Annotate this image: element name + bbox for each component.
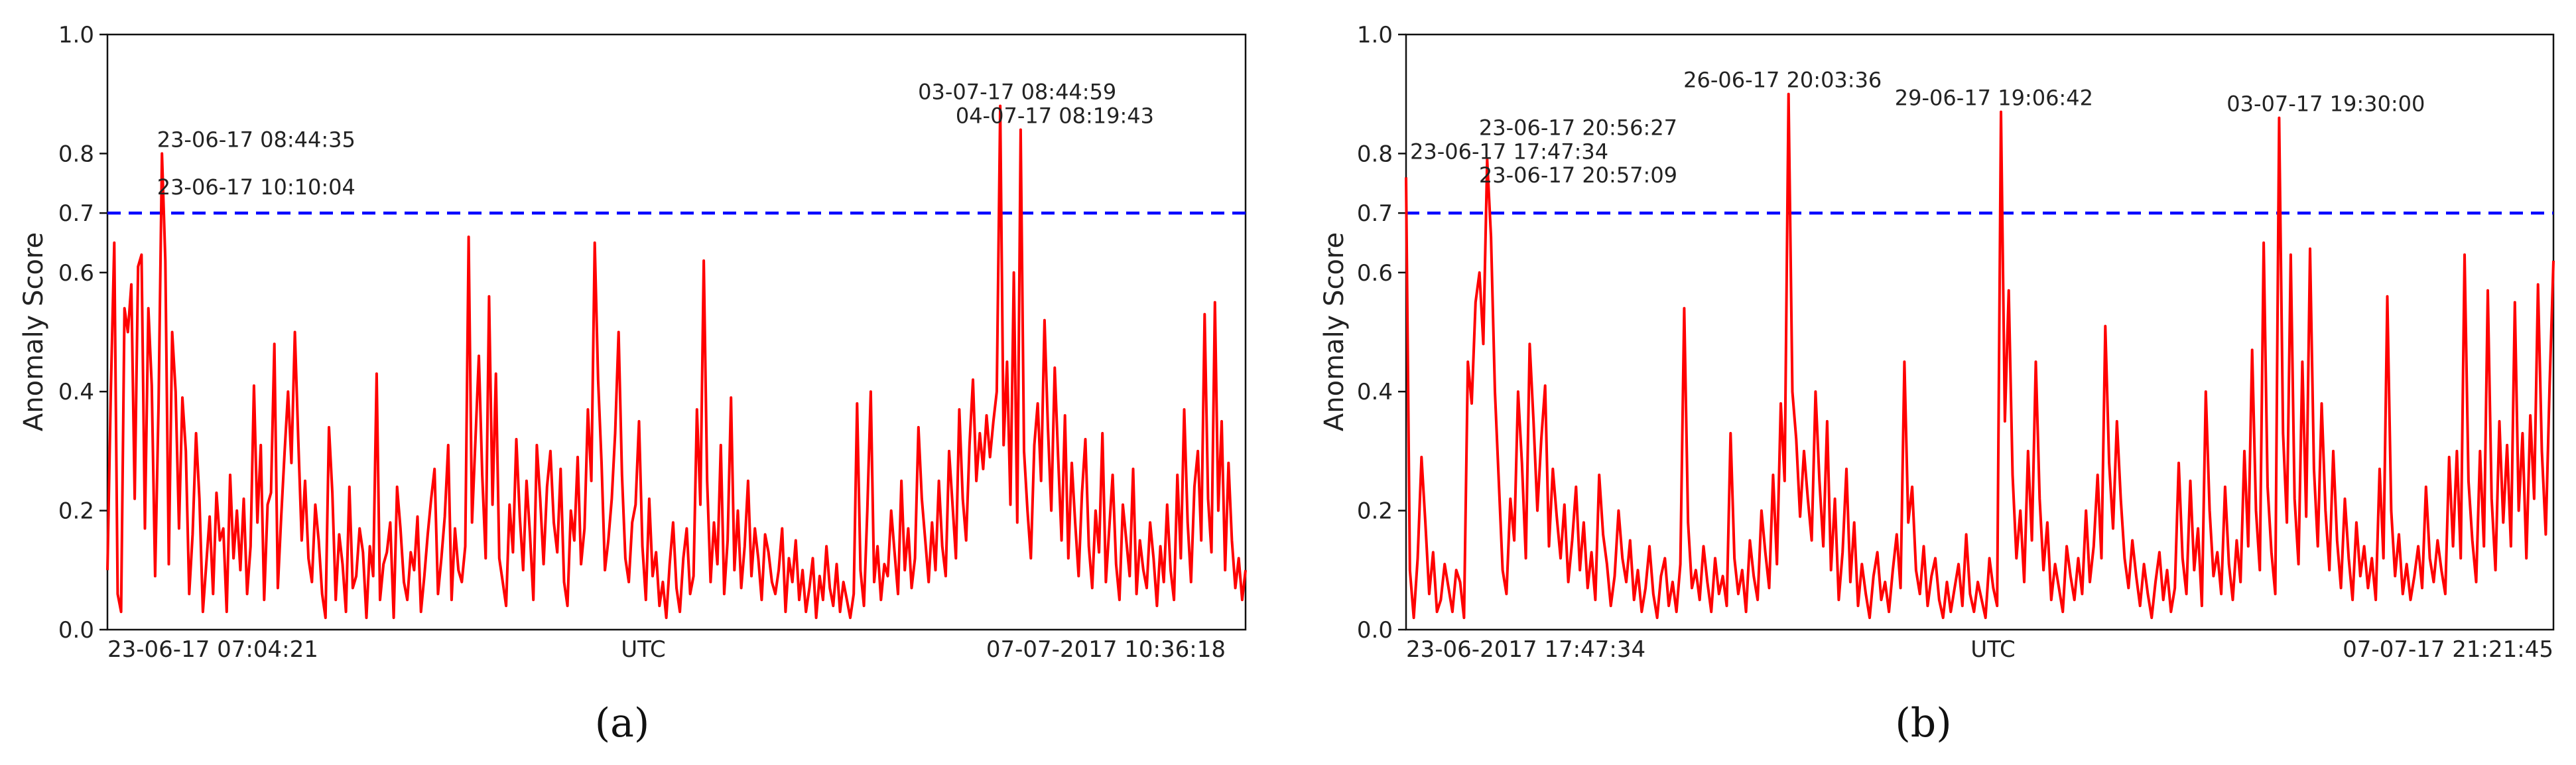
x-center-label: UTC [1970, 636, 2015, 663]
y-tick-label: 0.2 [58, 498, 94, 525]
x-center-label: UTC [621, 636, 665, 663]
y-tick-label: 0.8 [58, 141, 94, 167]
y-tick-label: 0.8 [1357, 141, 1393, 167]
peak-annotation: 03-07-17 19:30:00 [2226, 92, 2425, 117]
y-tick-label: 0.6 [58, 260, 94, 287]
y-tick-label: 0.0 [1357, 617, 1393, 644]
x-end-label: 07-07-17 21:21:45 [2343, 636, 2553, 663]
y-tick-label: 0.4 [58, 379, 94, 405]
y-axis-title: Anomaly Score [19, 232, 49, 431]
y-tick-label: 1.0 [1357, 22, 1393, 48]
plot-frame [1405, 33, 2555, 631]
y-ticks: 0.0 0.2 0.4 0.6 0.7 0.8 1.0 [58, 22, 107, 644]
panel-b: 0.00.20.40.60.70.81.0 23-06-17 17:47:342… [1319, 22, 2555, 746]
peak-annotation: 29-06-17 19:06:42 [1895, 86, 2093, 111]
y-tick-label: 0.7 [1357, 200, 1393, 227]
panel-label: (a) [595, 700, 650, 746]
y-tick-label: 0.4 [1357, 379, 1393, 405]
peak-annotation: 04-07-17 08:19:43 [956, 104, 1154, 129]
peak-annotation: 23-06-17 10:10:04 [157, 174, 355, 200]
anomaly-score-line [1405, 92, 2555, 620]
x-start-label: 23-06-2017 17:47:34 [1406, 636, 1645, 663]
peak-annotation: 23-06-17 20:57:09 [1479, 163, 1677, 188]
anomaly-score-line [106, 104, 1247, 620]
peak-annotation: 03-07-17 08:44:59 [918, 80, 1116, 105]
peak-annotation: 23-06-17 20:56:27 [1479, 115, 1677, 140]
y-tick-label: 0.2 [1357, 498, 1393, 525]
x-end-label: 07-07-2017 10:36:18 [986, 636, 1226, 663]
peak-annotations: 23-06-17 08:44:35 23-06-17 10:10:04 03-07-… [157, 80, 1154, 200]
plot-frame [106, 33, 1247, 631]
y-tick-label: 0.7 [58, 200, 94, 227]
x-start-label: 23-06-17 07:04:21 [107, 636, 318, 663]
y-axis-title: Anomaly Score [1319, 232, 1350, 431]
panel-a: 0.00.20.40.60.70.81.0 23-06-17 08:44:352… [19, 22, 1247, 746]
y-tick-label: 0.0 [58, 617, 94, 644]
peak-annotation: 23-06-17 08:44:35 [157, 127, 355, 152]
y-tick-label: 1.0 [58, 22, 94, 48]
panel-label: (b) [1895, 700, 1951, 746]
peak-annotation: 26-06-17 20:03:36 [1683, 68, 1882, 93]
y-ticks: 0.0 0.2 0.4 0.6 0.7 0.8 1.0 [1357, 22, 1406, 644]
peak-annotation: 23-06-17 17:47:34 [1410, 139, 1608, 164]
y-tick-label: 0.6 [1357, 260, 1393, 287]
